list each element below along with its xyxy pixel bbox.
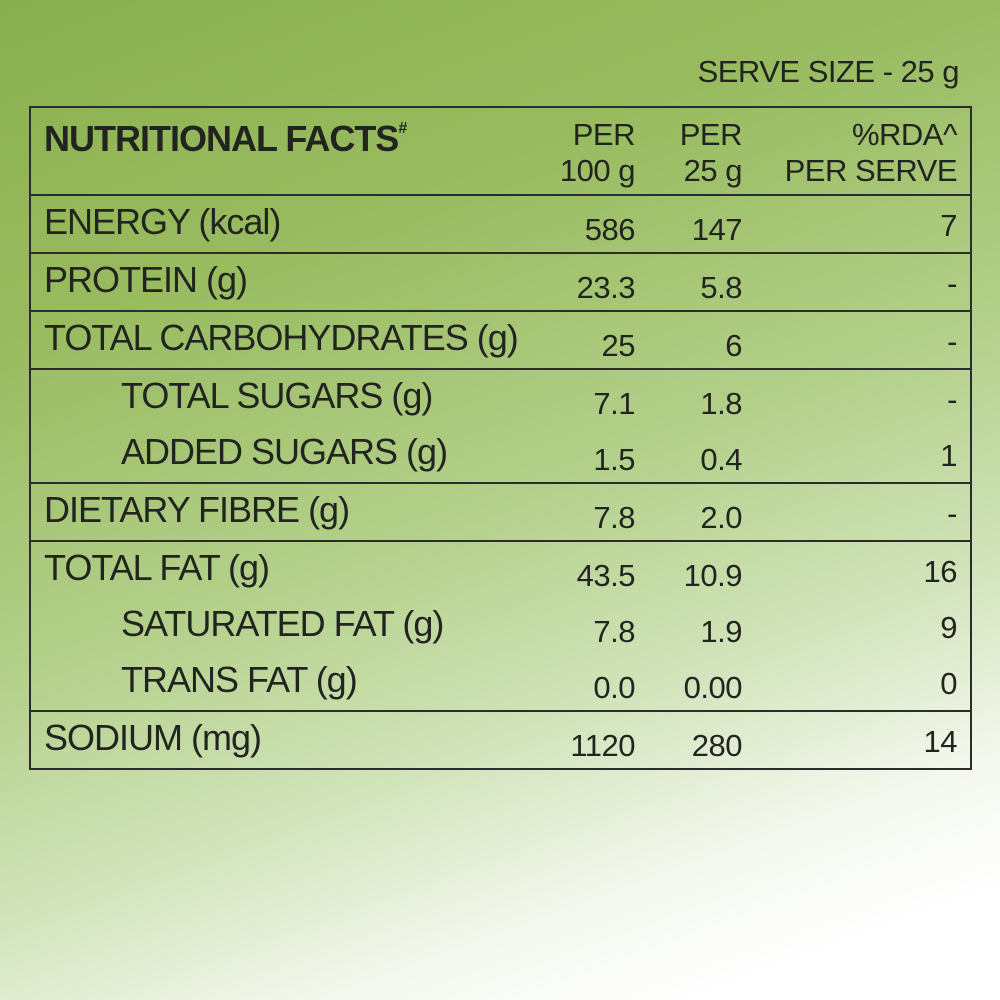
group-energy: ENERGY (kcal) 586 147 7 (31, 194, 970, 252)
value-per-25g: 2.0 (700, 500, 742, 535)
table-title-text: NUTRITIONAL FACTS (44, 118, 399, 159)
table-row: ADDED SUGARS (g) 1.5 0.4 1 (31, 426, 970, 482)
table-header: NUTRITIONAL FACTS# PER 100 g PER 25 g %RDA… (31, 108, 970, 194)
nutrient-label: DIETARY FIBRE (g) (44, 489, 350, 530)
value-rda: 9 (940, 610, 957, 645)
column-header-line: %RDA^ (851, 117, 958, 152)
table-row: DIETARY FIBRE (g) 7.8 2.0 - (31, 484, 970, 540)
nutrient-label: TOTAL SUGARS (g) (121, 375, 433, 416)
value-per-100g: 1120 (570, 728, 635, 763)
table-row: SATURATED FAT (g) 7.8 1.9 9 (31, 598, 970, 654)
column-header-line: 100 g (559, 153, 636, 188)
nutrient-label: TOTAL FAT (g) (44, 547, 270, 588)
value-rda: - (947, 266, 957, 301)
table-row: SODIUM (mg) 1120 280 14 (31, 712, 970, 768)
table-row: TOTAL CARBOHYDRATES (g) 25 6 - (31, 312, 970, 368)
value-per-25g: 147 (691, 212, 743, 247)
column-header-line: PER (679, 117, 743, 152)
value-per-100g: 25 (601, 328, 636, 363)
value-per-100g: 1.5 (593, 442, 635, 477)
column-header-rda: %RDA^ PER SERVE (784, 117, 958, 189)
value-per-100g: 43.5 (576, 558, 636, 593)
value-per-100g: 0.0 (593, 670, 635, 705)
group-fibre: DIETARY FIBRE (g) 7.8 2.0 - (31, 482, 970, 540)
table-row: TRANS FAT (g) 0.0 0.00 0 (31, 654, 970, 710)
value-per-100g: 7.8 (593, 614, 635, 649)
value-rda: - (947, 496, 957, 531)
value-rda: 0 (940, 666, 957, 701)
value-rda: - (947, 324, 957, 359)
value-per-25g: 6 (725, 328, 742, 363)
value-per-25g: 10.9 (683, 558, 743, 593)
column-header-per-100g: PER 100 g (559, 117, 636, 189)
nutrient-label: SODIUM (mg) (44, 717, 262, 758)
nutrient-label: TRANS FAT (g) (121, 659, 358, 700)
nutrient-label: ADDED SUGARS (g) (121, 431, 448, 472)
value-per-25g: 5.8 (700, 270, 742, 305)
column-header-per-25g: PER 25 g (679, 117, 743, 189)
nutrient-label: TOTAL CARBOHYDRATES (g) (44, 317, 519, 358)
value-per-100g: 7.1 (593, 386, 635, 421)
value-per-100g: 7.8 (593, 500, 635, 535)
nutrient-label: SATURATED FAT (g) (121, 603, 444, 644)
group-carbohydrates: TOTAL CARBOHYDRATES (g) 25 6 - (31, 310, 970, 368)
group-sugars: TOTAL SUGARS (g) 7.1 1.8 - ADDED SUGARS … (31, 368, 970, 482)
value-per-25g: 1.8 (700, 386, 742, 421)
nutrition-facts-table: NUTRITIONAL FACTS# PER 100 g PER 25 g %RDA… (29, 106, 972, 770)
value-per-100g: 586 (584, 212, 636, 247)
table-row: TOTAL SUGARS (g) 7.1 1.8 - (31, 370, 970, 426)
table-row: PROTEIN (g) 23.3 5.8 - (31, 254, 970, 310)
column-header-line: PER SERVE (784, 153, 958, 188)
nutrient-label: PROTEIN (g) (44, 259, 248, 300)
value-rda: 16 (923, 554, 958, 589)
value-per-25g: 0.4 (700, 442, 742, 477)
table-title: NUTRITIONAL FACTS# (44, 118, 407, 160)
value-rda: 7 (940, 208, 957, 243)
column-header-line: PER (572, 117, 636, 152)
table-row: TOTAL FAT (g) 43.5 10.9 16 (31, 542, 970, 598)
value-rda: 1 (940, 438, 957, 473)
value-rda: 14 (923, 724, 958, 759)
serve-size: SERVE SIZE - 25 g (697, 54, 960, 89)
group-protein: PROTEIN (g) 23.3 5.8 - (31, 252, 970, 310)
group-sodium: SODIUM (mg) 1120 280 14 (31, 710, 970, 768)
footnote-mark: # (398, 120, 407, 137)
value-per-25g: 0.00 (683, 670, 743, 705)
value-per-100g: 23.3 (576, 270, 636, 305)
table-row: ENERGY (kcal) 586 147 7 (31, 196, 970, 252)
value-per-25g: 280 (691, 728, 743, 763)
group-fat: TOTAL FAT (g) 43.5 10.9 16 SATURATED FAT… (31, 540, 970, 710)
column-header-line: 25 g (683, 153, 743, 188)
value-rda: - (947, 382, 957, 417)
value-per-25g: 1.9 (700, 614, 742, 649)
nutrient-label: ENERGY (kcal) (44, 201, 281, 242)
